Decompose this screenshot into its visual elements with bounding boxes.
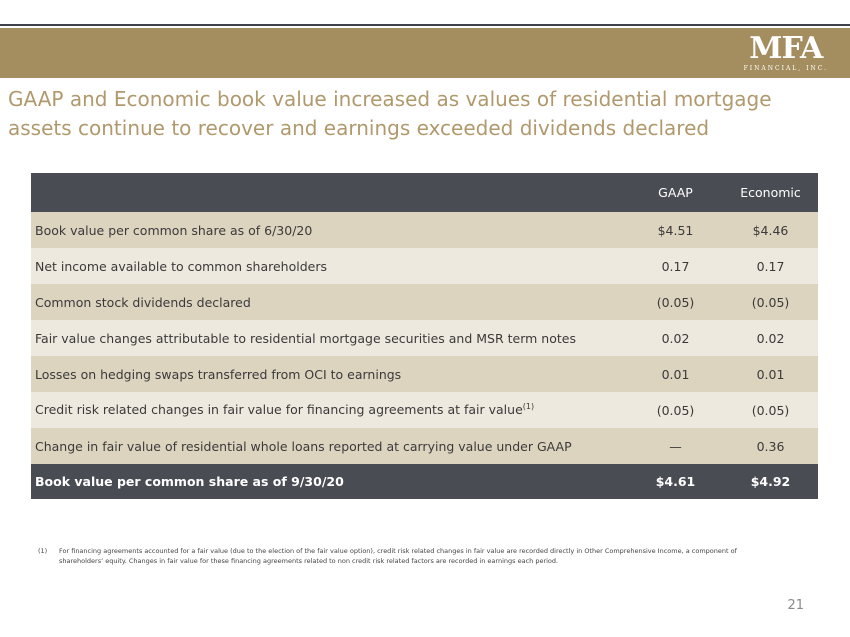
table-header-row: GAAP Economic — [31, 173, 818, 212]
top-divider — [0, 24, 850, 26]
company-logo: MFA FINANCIAL, INC. — [744, 33, 828, 73]
economic-value: 0.02 — [723, 320, 818, 356]
economic-value: $4.46 — [723, 212, 818, 248]
table-row: Losses on hedging swaps transferred from… — [31, 356, 818, 392]
slide-title: GAAP and Economic book value increased a… — [8, 87, 772, 140]
logo-subtitle: FINANCIAL, INC. — [743, 65, 828, 72]
gaap-value: (0.05) — [628, 392, 723, 428]
gaap-value: 0.17 — [628, 248, 723, 284]
table-row: Credit risk related changes in fair valu… — [31, 392, 818, 428]
footnote-text: For financing agreements accounted for a… — [59, 547, 737, 565]
book-value-table: GAAP Economic Book value per common shar… — [31, 173, 818, 499]
header-band — [0, 28, 850, 78]
table-row: Fair value changes attributable to resid… — [31, 320, 818, 356]
gaap-value: 0.01 — [628, 356, 723, 392]
table-row: Book value per common share as of 6/30/2… — [31, 212, 818, 248]
economic-value: 0.01 — [723, 356, 818, 392]
economic-value: (0.05) — [723, 392, 818, 428]
row-label: Credit risk related changes in fair valu… — [31, 392, 628, 428]
total-economic-value: $4.92 — [723, 464, 818, 499]
economic-value: (0.05) — [723, 284, 818, 320]
row-label: Fair value changes attributable to resid… — [31, 320, 628, 356]
gaap-value: — — [628, 428, 723, 464]
column-header-economic: Economic — [723, 173, 818, 212]
row-label-text: Credit risk related changes in fair valu… — [35, 402, 523, 418]
row-label: Book value per common share as of 6/30/2… — [31, 212, 628, 248]
total-gaap-value: $4.61 — [628, 464, 723, 499]
table-row: Net income available to common sharehold… — [31, 248, 818, 284]
footnote: (1) For financing agreements accounted f… — [38, 546, 778, 566]
economic-value: 0.36 — [723, 428, 818, 464]
row-label: Net income available to common sharehold… — [31, 248, 628, 284]
economic-value: 0.17 — [723, 248, 818, 284]
footnote-mark: (1) — [38, 547, 48, 555]
gaap-value: (0.05) — [628, 284, 723, 320]
column-header-label — [31, 173, 628, 212]
footnote-reference: (1) — [522, 402, 535, 412]
table-row: Change in fair value of residential whol… — [31, 428, 818, 464]
logo-wordmark: MFA — [749, 31, 823, 66]
row-label: Change in fair value of residential whol… — [31, 428, 628, 464]
row-label: Losses on hedging swaps transferred from… — [31, 356, 628, 392]
page-number: 21 — [787, 598, 804, 613]
gaap-value: 0.02 — [628, 320, 723, 356]
total-label: Book value per common share as of 9/30/2… — [31, 464, 628, 499]
table-row: Common stock dividends declared (0.05) (… — [31, 284, 818, 320]
total-row: Book value per common share as of 9/30/2… — [31, 464, 818, 499]
column-header-gaap: GAAP — [628, 173, 723, 212]
row-label: Common stock dividends declared — [31, 284, 628, 320]
gaap-value: $4.51 — [628, 212, 723, 248]
